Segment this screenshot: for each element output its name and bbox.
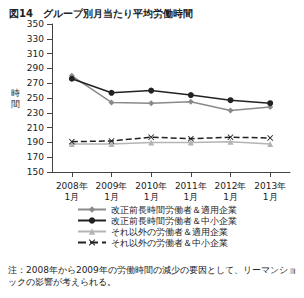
svg-text:1月: 1月 bbox=[104, 192, 119, 202]
svg-text:170: 170 bbox=[27, 152, 44, 162]
svg-text:間: 間 bbox=[11, 99, 20, 109]
svg-text:図14 グループ別月当たり平均労働時間: 図14 グループ別月当たり平均労働時間 bbox=[9, 8, 193, 19]
svg-text:ックの影響が考えられる。: ックの影響が考えられる。 bbox=[8, 277, 116, 287]
svg-text:190: 190 bbox=[27, 137, 44, 147]
svg-text:250: 250 bbox=[27, 93, 44, 103]
svg-text:2011年: 2011年 bbox=[175, 181, 207, 191]
svg-text:150: 150 bbox=[27, 167, 44, 177]
svg-text:1月: 1月 bbox=[64, 192, 79, 202]
svg-text:2010年: 2010年 bbox=[135, 181, 167, 191]
svg-text:1月: 1月 bbox=[223, 192, 238, 202]
svg-text:2013年: 2013年 bbox=[254, 181, 286, 191]
svg-text:270: 270 bbox=[27, 78, 44, 88]
svg-text:2012年: 2012年 bbox=[215, 181, 247, 191]
svg-text:1月: 1月 bbox=[144, 192, 159, 202]
svg-text:2009年: 2009年 bbox=[96, 181, 128, 191]
svg-text:改正前長時間労働者＆適用企業: 改正前長時間労働者＆適用企業 bbox=[111, 205, 237, 215]
svg-text:290: 290 bbox=[27, 63, 44, 73]
svg-text:2008年: 2008年 bbox=[56, 181, 88, 191]
svg-text:1月: 1月 bbox=[183, 192, 198, 202]
svg-text:330: 330 bbox=[27, 34, 44, 44]
svg-text:改正前長時間労働者＆中小企業: 改正前長時間労働者＆中小企業 bbox=[111, 216, 237, 226]
svg-text:それ以外の労働者＆適用企業: それ以外の労働者＆適用企業 bbox=[111, 227, 228, 237]
svg-text:210: 210 bbox=[27, 123, 44, 133]
svg-text:時: 時 bbox=[11, 88, 20, 98]
svg-text:注：2008年から2009年の労働時間の減少の要因として、リ: 注：2008年から2009年の労働時間の減少の要因として、リーマンショ bbox=[8, 265, 297, 275]
svg-text:1月: 1月 bbox=[263, 192, 278, 202]
svg-text:230: 230 bbox=[27, 108, 44, 118]
svg-text:それ以外の労働者＆中小企業: それ以外の労働者＆中小企業 bbox=[111, 238, 228, 248]
svg-text:310: 310 bbox=[27, 49, 44, 59]
svg-text:350: 350 bbox=[27, 19, 44, 29]
